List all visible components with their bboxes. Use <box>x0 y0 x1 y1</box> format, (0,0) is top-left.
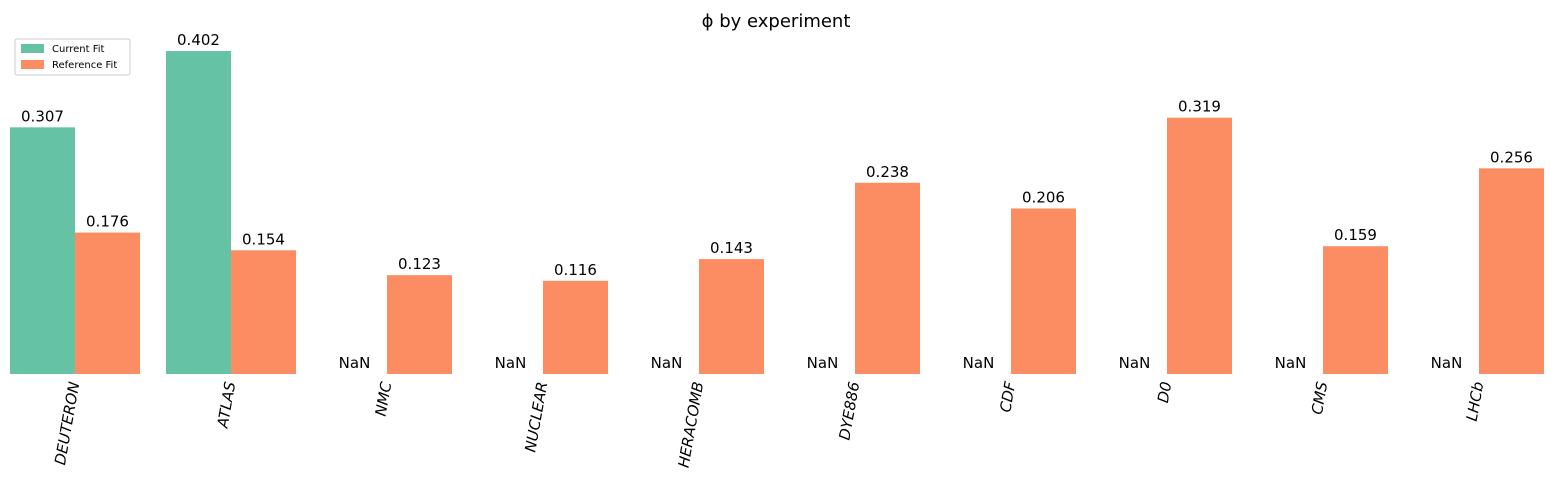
legend-label-current-fit: Current Fit <box>52 44 105 55</box>
bar-reference-fit-cms <box>1323 246 1388 374</box>
value-label-reference-fit-d0: 0.319 <box>1178 98 1221 116</box>
bar-reference-fit-nuclear <box>543 280 608 374</box>
value-label-current-fit-cms: NaN <box>1275 354 1307 372</box>
x-tick-label-heracomb: HERACOMB <box>675 380 708 469</box>
bar-reference-fit-deuteron <box>75 232 140 374</box>
chart-title: ϕ by experiment <box>702 11 851 32</box>
value-label-reference-fit-atlas: 0.154 <box>242 230 285 248</box>
x-tick-label-nuclear: NUCLEAR <box>521 380 551 453</box>
bar-current-fit-atlas <box>166 51 231 374</box>
bar-reference-fit-d0 <box>1167 117 1232 374</box>
legend-label-reference-fit: Reference Fit <box>52 60 117 71</box>
legend: Current Fit Reference Fit <box>14 38 131 76</box>
value-label-current-fit-dye886: NaN <box>807 354 839 372</box>
bar-reference-fit-dye886 <box>855 182 920 374</box>
value-label-reference-fit-heracomb: 0.143 <box>710 239 753 257</box>
x-tick-labels-group: DEUTERON ATLAS NMC NUCLEAR HERACOMB DYE886 CDF… <box>51 380 1487 469</box>
value-label-current-fit-nmc: NaN <box>339 354 371 372</box>
bar-reference-fit-atlas <box>231 250 296 374</box>
x-tick-label-cms: CMS <box>1308 380 1332 416</box>
x-tick-label-nmc: NMC <box>372 380 396 418</box>
value-label-reference-fit-nmc: 0.123 <box>398 255 441 273</box>
value-label-current-fit-deuteron: 0.307 <box>21 107 64 125</box>
bars-group <box>10 51 1544 375</box>
x-tick-label-d0: D0 <box>1154 380 1175 404</box>
x-tick-label-atlas: ATLAS <box>213 380 239 430</box>
value-label-reference-fit-lhcb: 0.256 <box>1490 148 1533 166</box>
bar-reference-fit-cdf <box>1011 208 1076 374</box>
value-label-current-fit-nuclear: NaN <box>495 354 527 372</box>
value-label-reference-fit-deuteron: 0.176 <box>86 213 129 231</box>
x-tick-label-cdf: CDF <box>996 380 1019 414</box>
value-label-current-fit-atlas: 0.402 <box>177 31 220 49</box>
bar-reference-fit-heracomb <box>699 259 764 374</box>
bar-reference-fit-lhcb <box>1479 168 1544 374</box>
legend-swatch-current-fit <box>21 44 44 53</box>
value-label-current-fit-heracomb: NaN <box>651 354 683 372</box>
x-tick-label-lhcb: LHCb <box>1463 380 1488 422</box>
value-label-current-fit-lhcb: NaN <box>1431 354 1463 372</box>
legend-swatch-reference-fit <box>21 60 44 69</box>
bar-current-fit-deuteron <box>10 127 75 375</box>
bar-reference-fit-nmc <box>387 275 452 374</box>
value-label-current-fit-d0: NaN <box>1119 354 1151 372</box>
value-label-reference-fit-cms: 0.159 <box>1334 226 1377 244</box>
value-labels-group: 0.307 0.176 0.402 0.154 NaN 0.123 NaN 0.116 NaN 0… <box>21 31 1533 372</box>
value-label-reference-fit-dye886: 0.238 <box>866 163 909 181</box>
x-tick-label-deuteron: DEUTERON <box>51 380 83 466</box>
value-label-reference-fit-nuclear: 0.116 <box>554 261 597 279</box>
value-label-reference-fit-cdf: 0.206 <box>1022 188 1065 206</box>
value-label-current-fit-cdf: NaN <box>963 354 995 372</box>
x-tick-label-dye886: DYE886 <box>835 380 863 441</box>
